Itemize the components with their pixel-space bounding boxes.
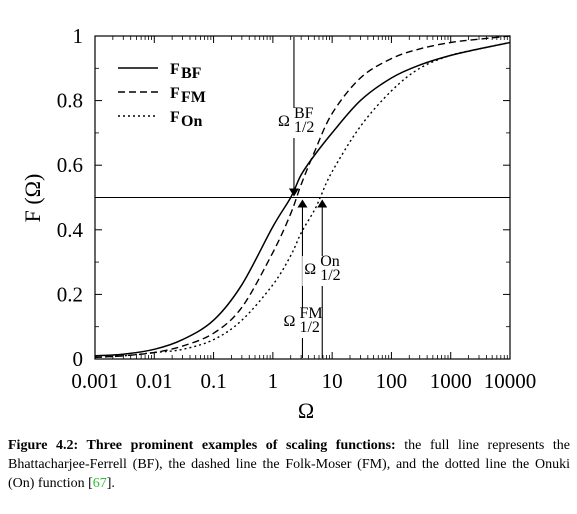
annotation-sub-bf: 1/2 — [294, 119, 314, 136]
caption-label: Figure 4.2: — [8, 438, 79, 453]
series-line-fm — [94, 35, 511, 359]
legend-sub-fm: FM — [181, 89, 206, 106]
y-axis-title: F (Ω) — [20, 174, 45, 223]
annotation-omega-fm: Ω — [283, 313, 295, 330]
x-tick-label: 0.01 — [136, 369, 173, 393]
annotation-backing-on — [302, 256, 339, 286]
x-tick-label: 1 — [268, 369, 279, 393]
series-line-on — [94, 41, 511, 359]
x-tick-label: 1000 — [430, 369, 472, 393]
x-tick-label: 0.1 — [200, 369, 226, 393]
legend-label-fm: F — [170, 85, 180, 102]
y-tick-label: 1 — [73, 24, 84, 48]
annotations: Ω BF1/2Ω FM1/2Ω On1/2 — [275, 37, 341, 358]
x-tick-label: 100 — [376, 369, 408, 393]
series-line-bf — [94, 41, 511, 357]
y-tick-label: 0.6 — [57, 153, 83, 177]
series-lines — [94, 35, 511, 359]
caption-bold-text: Three prominent examples of scaling func… — [86, 438, 396, 453]
annotation-sup-fm: FM — [299, 305, 322, 322]
annotation-omega-bf: Ω — [278, 113, 290, 130]
y-tick-label: 0.4 — [57, 218, 84, 242]
legend-label-on: F — [170, 109, 180, 126]
scaling-function-chart: 0.001 0.01 0.1 1 10 100 1000 10000 0 0.2 0.4 0.6 0.8… — [20, 24, 537, 423]
legend-label-bf: F — [170, 61, 180, 78]
axes — [94, 35, 511, 360]
tick-labels: 0.001 0.01 0.1 1 10 100 1000 10000 0 0.2 0.4 0.6 0.8… — [57, 24, 537, 393]
y-tick-label: 0.8 — [57, 89, 83, 113]
annotation-sup-on: On — [320, 253, 340, 270]
y-tick-label: 0 — [73, 347, 84, 371]
annotation-omega-on: Ω — [304, 261, 316, 278]
legend: F BFF FMF On — [118, 61, 206, 130]
caption-reference-link[interactable]: 67 — [92, 476, 107, 491]
caption-text: the full line represents the Bhattacharj… — [8, 438, 570, 491]
figure-caption: Figure 4.2: Three prominent examples of … — [8, 436, 570, 493]
y-tick-label: 0.2 — [57, 282, 83, 306]
x-tick-label: 10000 — [484, 369, 537, 393]
caption-text-end: ]. — [106, 476, 115, 491]
legend-sub-on: On — [181, 113, 202, 130]
annotation-backing-bf — [275, 108, 312, 138]
annotation-sub-fm: 1/2 — [299, 319, 319, 336]
x-axis-title: Ω — [298, 398, 314, 423]
annotation-sup-bf: BF — [294, 105, 314, 122]
annotation-sub-on: 1/2 — [320, 267, 340, 284]
annotation-backing-fm — [281, 308, 318, 338]
x-tick-label: 0.001 — [71, 369, 118, 393]
x-tick-label: 10 — [322, 369, 343, 393]
legend-sub-bf: BF — [181, 65, 202, 82]
